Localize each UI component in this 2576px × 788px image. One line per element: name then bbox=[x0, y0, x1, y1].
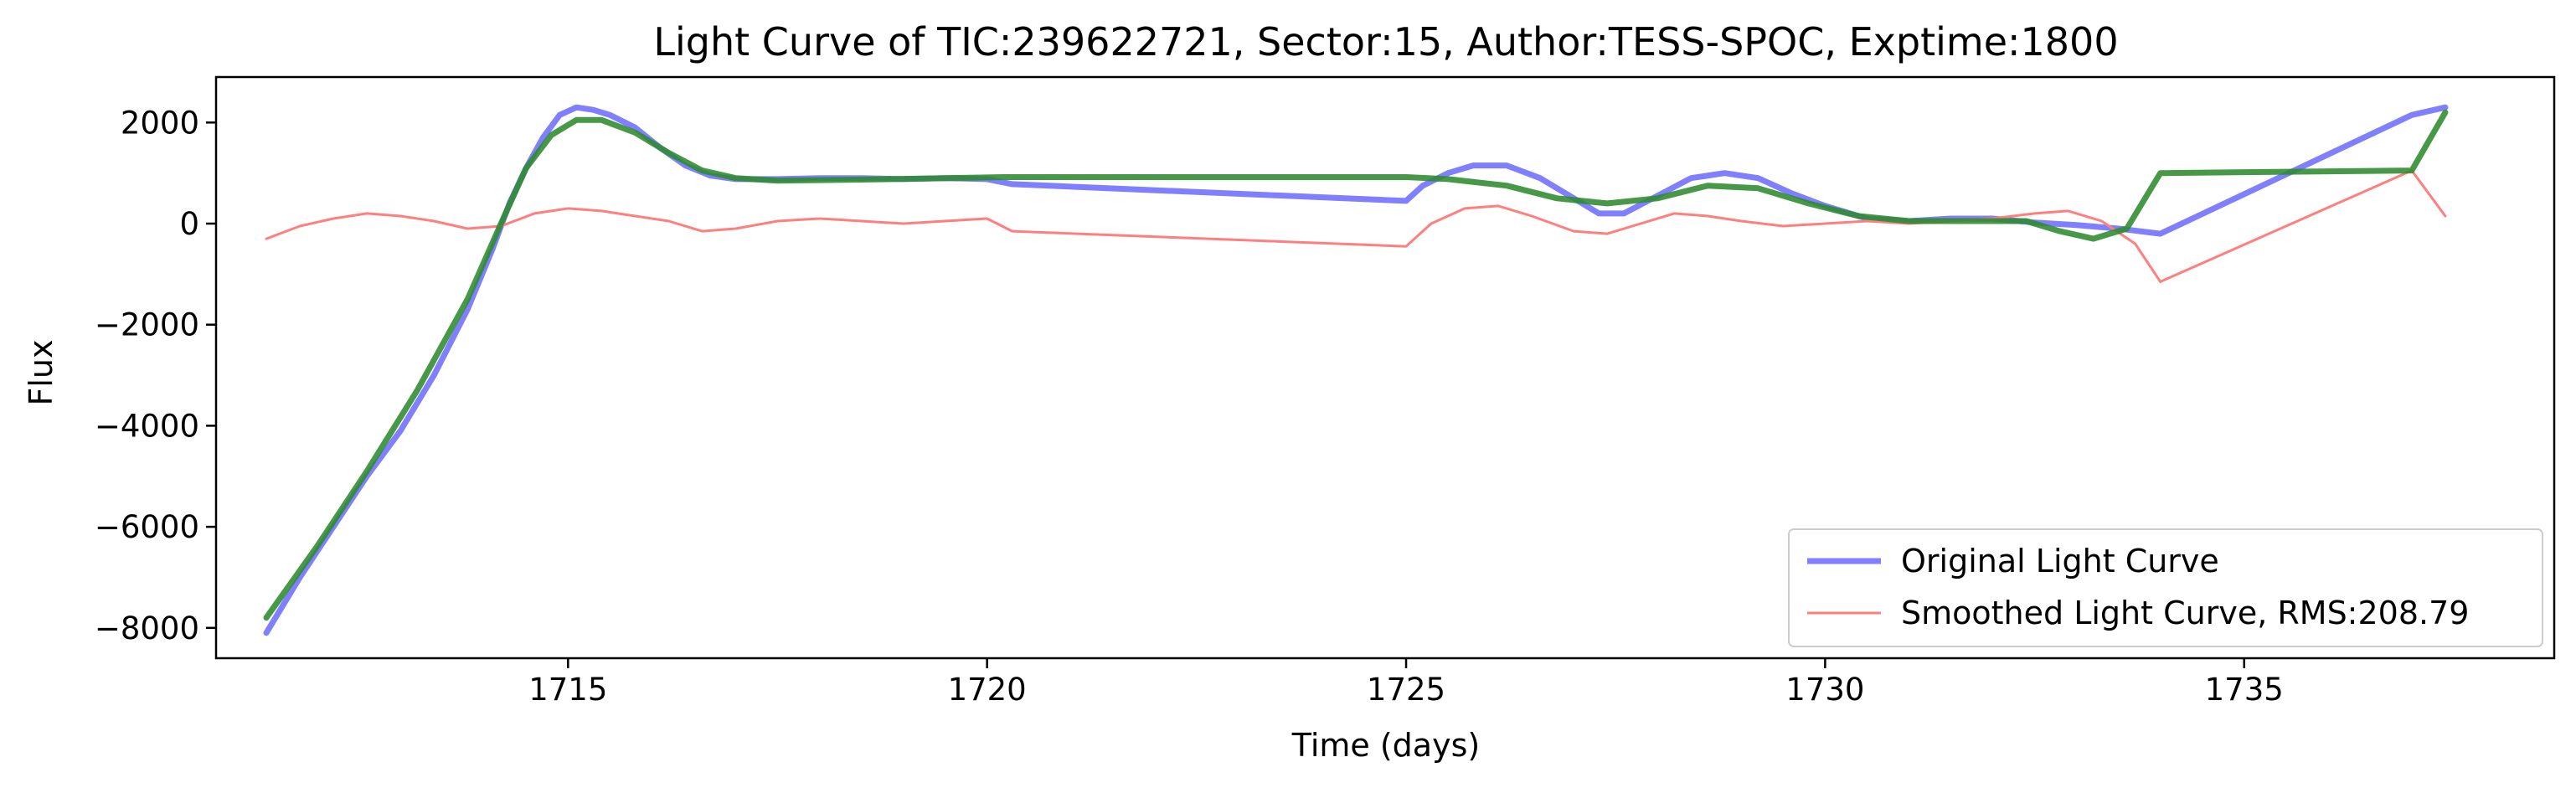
y-tick-label: 0 bbox=[179, 206, 199, 242]
legend-label-1: Original Light Curve bbox=[1901, 543, 2219, 579]
legend-label-2: Smoothed Light Curve, RMS:208.79 bbox=[1901, 595, 2469, 631]
x-tick-label: 1720 bbox=[948, 672, 1027, 708]
x-axis-label: Time (days) bbox=[1291, 727, 1480, 764]
series-layer bbox=[263, 104, 2449, 636]
x-tick-label: 1730 bbox=[1785, 672, 1864, 708]
y-tick-label: −8000 bbox=[95, 610, 199, 646]
x-tick-label: 1735 bbox=[2205, 672, 2284, 708]
y-tick-label: 2000 bbox=[121, 105, 199, 141]
y-axis-label: Flux bbox=[23, 340, 59, 406]
x-ticks: 1715 1720 1725 1730 1735 bbox=[528, 658, 2284, 708]
series-line-3 bbox=[263, 109, 2449, 621]
x-tick-label: 1725 bbox=[1367, 672, 1445, 708]
legend-box bbox=[1788, 528, 2543, 647]
chart-title: Light Curve of TIC:239622721, Sector:15,… bbox=[653, 19, 2118, 64]
legend: Original Light Curve Smoothed Light Curve… bbox=[1788, 528, 2543, 647]
axes-frame bbox=[214, 75, 2556, 660]
y-tick-label: −2000 bbox=[95, 307, 199, 343]
x-tick-label: 1715 bbox=[528, 672, 607, 708]
y-tick-label: −4000 bbox=[95, 408, 199, 444]
y-tick-label: −6000 bbox=[95, 509, 199, 545]
y-ticks: 2000 0 −2000 −4000 −6000 −8000 bbox=[95, 105, 216, 646]
